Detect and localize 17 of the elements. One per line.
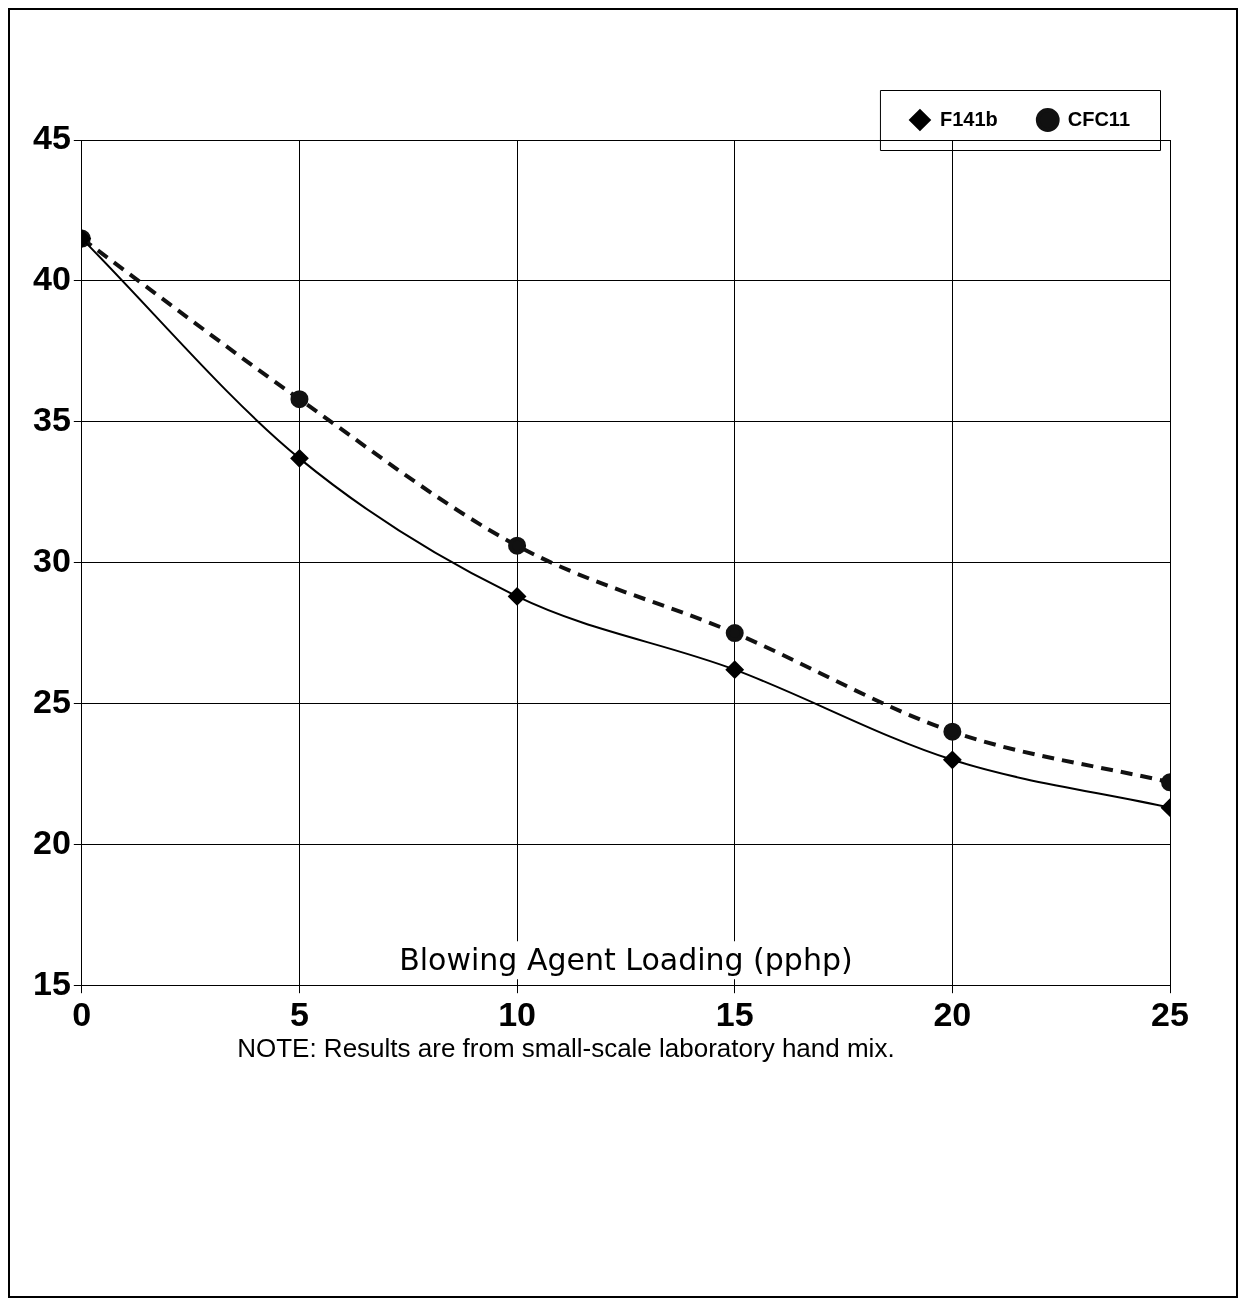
legend-label: CFC11 [1067, 107, 1130, 130]
y-tick-label: 30 [32, 540, 71, 579]
text: NOTE: Results are from small-scale laboratory hand mix. [237, 1033, 895, 1064]
x-tick-label: 5 [289, 994, 309, 1033]
y-tick-label: 45 [32, 118, 71, 157]
y-tick-label: 25 [32, 681, 71, 720]
x-tick-label: 25 [1151, 994, 1189, 1033]
y-tick-label: 35 [32, 400, 71, 439]
y-tick-label: 15 [32, 963, 71, 1002]
x-axis-title: Blowing Agent Loading (pphp) [399, 942, 853, 977]
legend-label: F141b [939, 107, 998, 130]
x-tick-label: 15 [715, 994, 754, 1033]
y-tick-label: 40 [32, 259, 71, 298]
x-tick-label: 10 [498, 994, 537, 1033]
x-tick-label: 20 [933, 994, 972, 1033]
x-tick-label: 0 [72, 994, 92, 1033]
y-tick-label: 20 [32, 822, 71, 861]
